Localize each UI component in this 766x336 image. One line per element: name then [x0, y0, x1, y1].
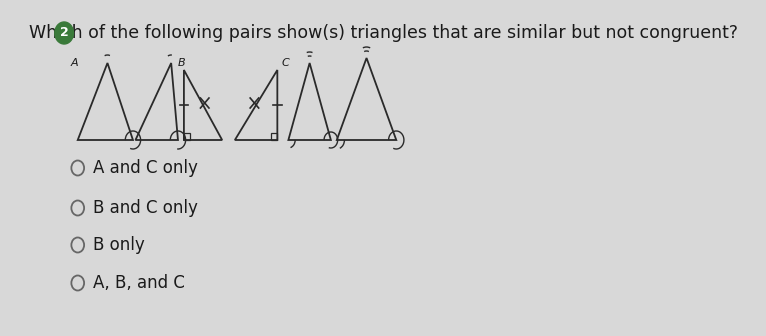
Text: 2: 2	[60, 27, 68, 40]
Text: A, B, and C: A, B, and C	[93, 274, 185, 292]
Text: B: B	[178, 58, 185, 68]
Text: B and C only: B and C only	[93, 199, 198, 217]
Text: A and C only: A and C only	[93, 159, 198, 177]
Text: B only: B only	[93, 236, 145, 254]
Circle shape	[55, 22, 74, 44]
Text: Which of the following pairs show(s) triangles that are similar but not congruen: Which of the following pairs show(s) tri…	[29, 24, 738, 42]
Text: A: A	[71, 58, 79, 68]
Text: C: C	[282, 58, 290, 68]
